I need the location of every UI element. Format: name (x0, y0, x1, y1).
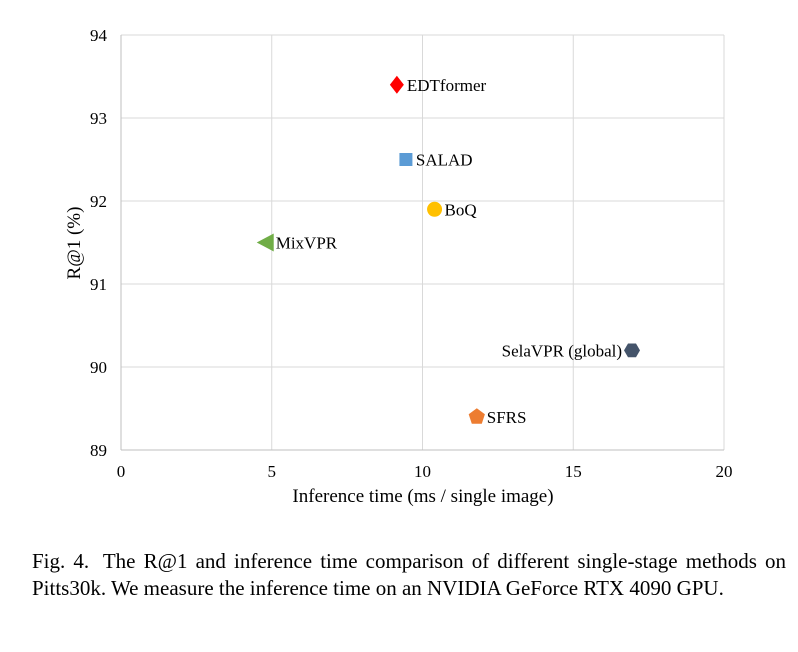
point-sfrs (468, 408, 485, 424)
point-label: MixVPR (276, 234, 338, 253)
point-mixvpr (256, 233, 274, 252)
x-axis-label: Inference time (ms / single image) (292, 486, 553, 507)
point-boq (427, 201, 443, 217)
x-tick-label: 5 (268, 462, 277, 481)
y-tick-label: 91 (90, 275, 107, 294)
y-tick-label: 93 (90, 109, 107, 128)
data-points: EDTformer SALAD BoQ MixVPR SelaVPR (global) S… (256, 75, 640, 427)
tick-labels: 89 90 91 92 93 94 0 5 10 15 20 (90, 26, 733, 481)
point-salad (399, 153, 413, 166)
scatter-chart: 89 90 91 92 93 94 0 5 10 15 20 EDTformer SALAD BoQ Mi… (64, 26, 733, 507)
y-tick-label: 92 (90, 192, 107, 211)
point-label: BoQ (445, 200, 477, 219)
y-tick-label: 90 (90, 358, 107, 377)
figure-caption: Fig. 4. The R@1 and inference time compa… (32, 548, 786, 601)
y-axis-label: R@1 (%) (64, 207, 85, 280)
point-label: SALAD (416, 151, 473, 170)
point-label: EDTformer (407, 76, 487, 95)
x-tick-label: 15 (565, 462, 582, 481)
y-tick-label: 89 (90, 441, 107, 460)
point-selavpr-global (624, 343, 640, 358)
x-tick-label: 0 (117, 462, 126, 481)
point-edtformer (389, 75, 404, 94)
grid-lines (120, 34, 725, 451)
point-label: SFRS (487, 408, 527, 427)
caption-text: The R@1 and inference time comparison of… (32, 549, 787, 600)
figure-label: Fig. 4. (32, 549, 90, 573)
x-tick-label: 20 (716, 462, 733, 481)
point-label: SelaVPR (global) (502, 341, 622, 360)
x-tick-label: 10 (414, 462, 431, 481)
axes (120, 35, 724, 451)
y-tick-label: 94 (90, 26, 108, 45)
